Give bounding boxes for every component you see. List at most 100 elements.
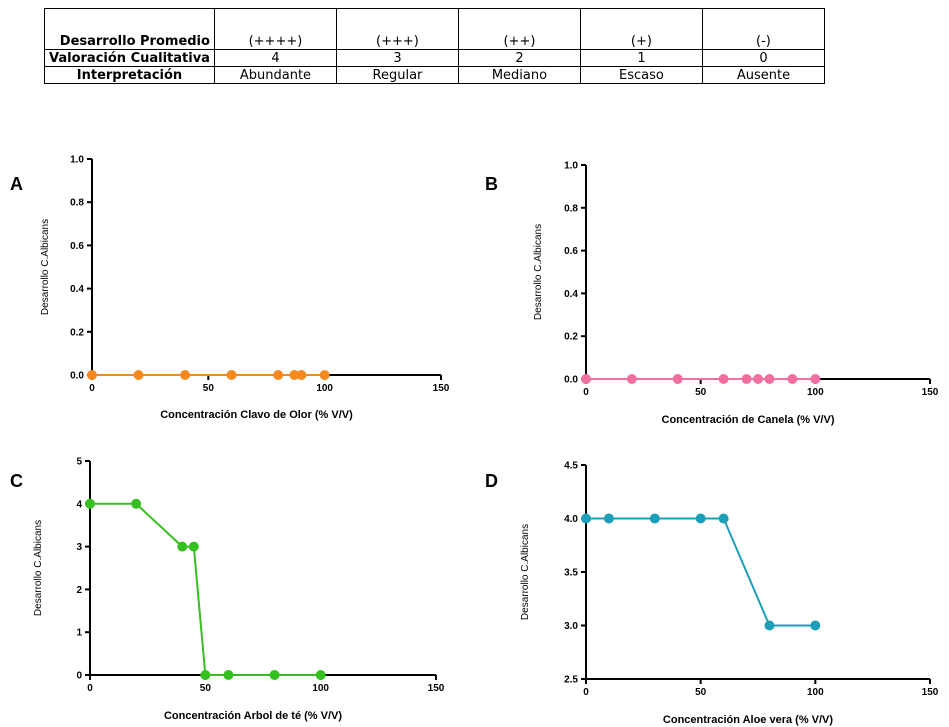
data-point xyxy=(289,370,300,380)
data-point xyxy=(718,374,729,384)
y-tick-label: 3.5 xyxy=(564,568,578,579)
data-point xyxy=(188,541,199,552)
data-point xyxy=(603,513,614,524)
data-point xyxy=(764,620,775,631)
data-point xyxy=(226,370,237,380)
x-tick-label: 100 xyxy=(312,683,329,694)
data-point xyxy=(764,374,775,384)
data-point xyxy=(296,370,307,380)
data-point xyxy=(269,670,280,680)
data-point xyxy=(672,374,683,384)
x-tick-label: 50 xyxy=(203,383,215,394)
table-cell: Regular xyxy=(335,66,459,84)
y-tick-label: 4.0 xyxy=(564,514,578,525)
data-point xyxy=(810,620,821,631)
data-point xyxy=(200,670,211,680)
y-tick-label: 4.5 xyxy=(564,461,578,472)
table-cell: Escaso xyxy=(579,66,703,84)
data-point xyxy=(695,513,706,524)
data-point xyxy=(581,513,591,524)
y-tick-label: 0.4 xyxy=(564,289,578,300)
x-tick-label: 50 xyxy=(695,687,707,698)
x-tick-label: 100 xyxy=(807,387,824,398)
y-tick-label: 1 xyxy=(76,628,82,639)
y-axis-title: Desarrollo C.Albicans xyxy=(40,219,51,315)
x-tick-label: 50 xyxy=(200,683,212,694)
data-point xyxy=(177,541,188,552)
data-point xyxy=(133,370,144,380)
data-point xyxy=(787,374,798,384)
legend-table: Desarrollo Promedio (++++) (+++) (++) (+… xyxy=(44,8,825,84)
y-tick-label: 0.4 xyxy=(70,284,84,295)
data-point xyxy=(718,513,729,524)
table-cell: (++++) xyxy=(213,8,337,50)
y-tick-label: 2.5 xyxy=(564,675,578,686)
table-cell: (-) xyxy=(701,8,825,50)
panel-letter: D xyxy=(485,471,498,491)
panel-letter: C xyxy=(10,471,23,491)
data-point xyxy=(180,370,191,380)
y-axis-title: Desarrollo C.Albicans xyxy=(33,520,44,616)
row-label: Interpretación xyxy=(44,66,215,84)
panel-letter: A xyxy=(10,174,23,194)
x-tick-label: 0 xyxy=(89,383,95,394)
y-tick-label: 0.6 xyxy=(564,246,578,257)
y-tick-label: 0.0 xyxy=(70,371,84,382)
y-tick-label: 0.0 xyxy=(564,375,578,386)
data-point xyxy=(319,370,330,380)
row-label: Desarrollo Promedio xyxy=(44,8,215,50)
row-label: Valoración Cualitativa xyxy=(44,49,215,67)
y-tick-label: 0.2 xyxy=(564,332,578,343)
data-point xyxy=(581,374,591,384)
table-cell: Abundante xyxy=(213,66,337,84)
y-tick-label: 0.8 xyxy=(70,198,84,209)
y-tick-label: 0 xyxy=(76,671,82,682)
x-tick-label: 150 xyxy=(922,387,939,398)
y-tick-label: 0.6 xyxy=(70,241,84,252)
x-tick-label: 150 xyxy=(428,683,445,694)
x-axis-title: Concentración Clavo de Olor (% V/V) xyxy=(160,409,353,421)
y-tick-label: 5 xyxy=(76,457,82,468)
table-cell: Mediano xyxy=(457,66,581,84)
data-point xyxy=(741,374,752,384)
data-point xyxy=(315,670,326,680)
y-axis-title: Desarrollo C.Albicans xyxy=(533,224,544,320)
y-axis-title: Desarrollo C.Albicans xyxy=(520,524,531,620)
x-tick-label: 150 xyxy=(433,383,450,394)
data-point xyxy=(273,370,284,380)
y-tick-label: 1.0 xyxy=(564,161,578,172)
x-tick-label: 150 xyxy=(922,687,939,698)
x-axis-title: Concentración Aloe vera (% V/V) xyxy=(663,714,833,726)
x-axis-title: Concentración Arbol de té (% V/V) xyxy=(164,710,342,722)
data-point xyxy=(810,374,821,384)
x-tick-label: 0 xyxy=(87,683,93,694)
y-tick-label: 0.2 xyxy=(70,327,84,338)
data-point xyxy=(87,370,97,380)
x-tick-label: 100 xyxy=(807,687,824,698)
y-tick-label: 3 xyxy=(76,542,82,553)
y-tick-label: 1.0 xyxy=(70,155,84,166)
series-line xyxy=(90,502,321,676)
data-point xyxy=(85,498,95,509)
table-row: Interpretación Abundante Regular Mediano… xyxy=(44,66,825,84)
table-row: Desarrollo Promedio (++++) (+++) (++) (+… xyxy=(44,8,825,50)
data-point xyxy=(626,374,637,384)
y-tick-label: 4 xyxy=(76,499,82,510)
y-tick-label: 0.8 xyxy=(564,203,578,214)
data-point xyxy=(649,513,660,524)
table-cell: Ausente xyxy=(701,66,825,84)
y-tick-label: 3.0 xyxy=(564,621,578,632)
x-tick-label: 50 xyxy=(695,387,707,398)
table-cell: (++) xyxy=(457,8,581,50)
data-point xyxy=(131,498,142,509)
series-line xyxy=(586,517,816,627)
y-tick-label: 2 xyxy=(76,585,82,596)
x-tick-label: 100 xyxy=(316,383,333,394)
panel-letter: B xyxy=(485,174,498,194)
data-point xyxy=(223,670,234,680)
x-axis-title: Concentración de Canela (% V/V) xyxy=(662,414,835,426)
x-tick-label: 0 xyxy=(583,687,589,698)
x-tick-label: 0 xyxy=(583,387,589,398)
data-point xyxy=(753,374,763,384)
